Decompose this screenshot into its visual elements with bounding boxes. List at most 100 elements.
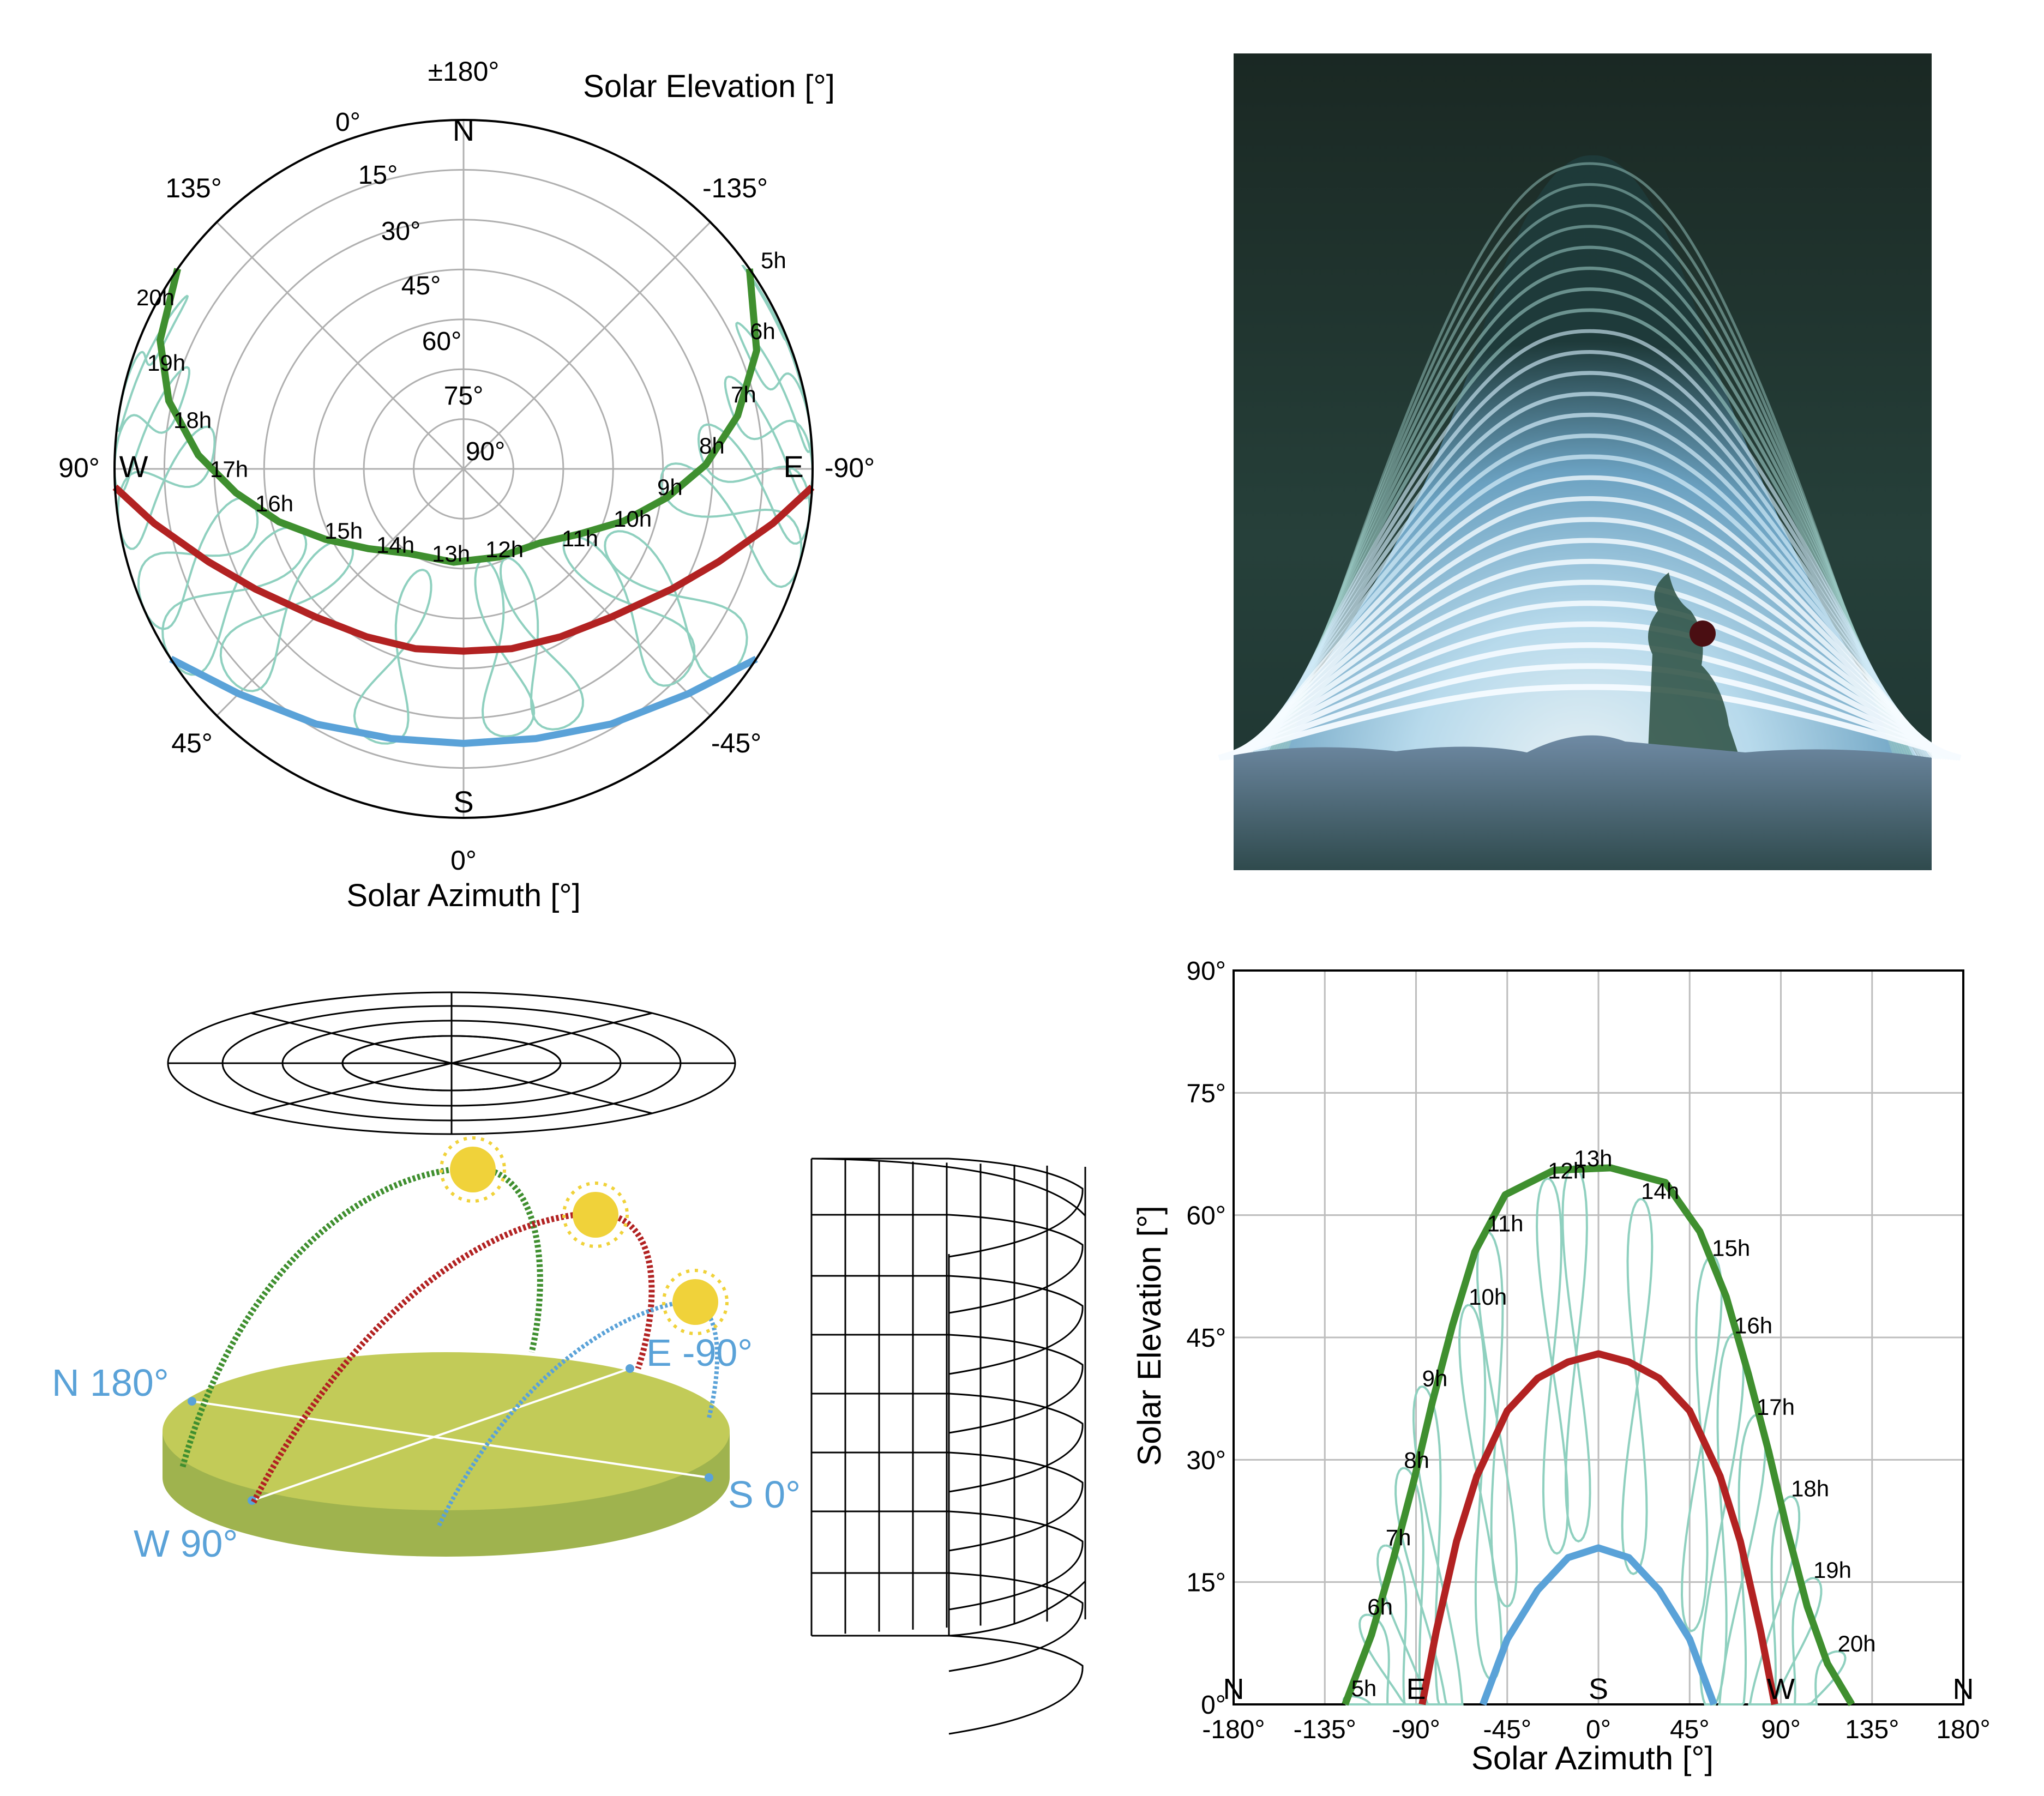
sun-icon	[662, 1269, 729, 1335]
photo-sun-trail	[1283, 162, 1897, 758]
polar-hour-labels: 5h 6h 7h 8h 9h 10h 11h 12h 13h 14h 15h 1…	[136, 248, 786, 566]
photo-sun-trail	[1246, 454, 1934, 760]
chart-tick-labels: -180° -135° -90° -45° 0° 45° 90° 135° 180° 0° 15° 3…	[1186, 957, 1990, 1744]
polar-ring-label-75: 75°	[444, 382, 484, 411]
3d-summer-path	[179, 1165, 543, 1468]
polar-hour-label-17h: 17h	[210, 456, 248, 482]
cylinder-grid-line	[948, 1334, 1084, 1434]
chart-x-tick-label: 90°	[1761, 1715, 1801, 1744]
polar-sun-path-diagram: ±180° Solar Elevation [°] Solar Azimuth …	[58, 56, 875, 913]
chart-y-tick-label: 45°	[1186, 1324, 1226, 1353]
polar-hour-label-13h: 13h	[432, 541, 470, 566]
polar-hour-label-9h: 9h	[657, 474, 683, 500]
chart-analemma-curves	[1342, 1165, 1847, 1705]
photo-sun-trail	[1264, 308, 1915, 759]
polar-hour-label-7h: 7h	[731, 382, 756, 407]
chart-hour-label: 18h	[1791, 1476, 1829, 1502]
polar-hour-label-20h: 20h	[136, 285, 175, 310]
polar-hour-label-14h: 14h	[376, 532, 414, 558]
chart-y-tick-label: 0°	[1201, 1691, 1226, 1720]
3d-equinox-path	[251, 1210, 655, 1504]
chart-x-tick-label: 45°	[1670, 1715, 1710, 1744]
photo-sun-trail	[1238, 517, 1941, 760]
polar-cardinal-w: W	[119, 449, 148, 484]
cylinder-grid-line	[948, 1510, 1084, 1611]
chart-analemma-curve	[1458, 1304, 1503, 1682]
polar-azimuth-label-45: 45°	[171, 728, 213, 758]
chart-compass-label: S	[1589, 1673, 1608, 1705]
chart-y-tick-label: 60°	[1186, 1202, 1226, 1231]
chart-hour-label: 5h	[1351, 1676, 1377, 1701]
polar-azimuth-label-neg90: -90°	[825, 453, 875, 483]
photo-sun-trail	[1280, 183, 1899, 758]
photo-sun-trail	[1272, 245, 1907, 759]
cylinder-projection-grid	[810, 1158, 1086, 1735]
chart-series-line	[1342, 1164, 1855, 1707]
photo-sun-trail	[1277, 204, 1902, 758]
chart-hour-label: 12h	[1548, 1158, 1586, 1183]
photo-sun-trails	[1218, 162, 1962, 761]
chart-y-tick-label: 90°	[1186, 957, 1226, 986]
polar-analemma-curve	[499, 557, 585, 731]
chart-y-tick-label: 15°	[1186, 1569, 1226, 1598]
cylinder-grid-line	[948, 1158, 1084, 1258]
solargraph-photo	[1218, 53, 1962, 870]
chart-analemma-curve	[1536, 1177, 1569, 1555]
polar-hour-label-18h: 18h	[173, 407, 212, 433]
photo-sun-trail	[1243, 475, 1937, 760]
chart-hour-label: 7h	[1386, 1524, 1411, 1550]
polar-hour-label-5h: 5h	[761, 248, 786, 273]
chart-x-tick-label: 180°	[1936, 1715, 1990, 1744]
polar-azimuth-label-135: 135°	[165, 173, 221, 203]
polar-ring-label-60: 60°	[422, 327, 462, 356]
polar-analemma-curve	[353, 569, 432, 745]
photo-sun-trail	[1230, 580, 1949, 760]
polar-hour-label-12h: 12h	[485, 537, 524, 562]
photo-sun-trail	[1251, 412, 1928, 760]
polar-azimuth-label-neg135: -135°	[702, 173, 768, 203]
polar-cardinal-e: E	[783, 449, 803, 484]
3d-winter-path	[437, 1298, 720, 1527]
cylinder-grid-line	[811, 1158, 1086, 1637]
polar-ring-label-45: 45°	[401, 272, 441, 300]
3d-label-west: W 90°	[134, 1522, 238, 1565]
polar-hour-label-11h: 11h	[562, 526, 598, 551]
photo-dark-spot	[1690, 620, 1716, 647]
chart-analemma-curve	[1476, 1230, 1518, 1608]
projection-disc-grid	[167, 991, 736, 1135]
chart-analemma-curve	[1621, 1197, 1654, 1575]
chart-xlabel: Solar Azimuth [°]	[1471, 1740, 1714, 1776]
photo-sun-trail	[1267, 287, 1913, 759]
polar-winter-solstice-path	[169, 655, 758, 748]
photo-sun-trail	[1228, 600, 1952, 761]
chart-hour-label: 17h	[1757, 1394, 1795, 1420]
cylinder-grid-line	[948, 1214, 1084, 1314]
polar-hour-label-10h: 10h	[614, 506, 652, 532]
cylinder-grid-line	[948, 1393, 1084, 1493]
polar-ring-label-30: 30°	[381, 217, 421, 246]
chart-ylabel: Solar Elevation [°]	[1131, 1206, 1168, 1466]
sun-icon	[562, 1182, 629, 1248]
chart-compass-label: N	[1953, 1673, 1974, 1705]
chart-hour-label: 6h	[1367, 1594, 1393, 1619]
polar-ring-label-0: 0°	[335, 108, 360, 137]
chart-analemma-curve	[1699, 1332, 1745, 1705]
chart-hour-label: 13h	[1574, 1146, 1612, 1171]
chart-hour-label: 19h	[1813, 1557, 1851, 1583]
ground-disc	[163, 1352, 730, 1557]
chart-series	[1342, 1164, 1855, 1707]
chart-grid	[1233, 969, 1964, 1705]
chart-series-line	[1480, 1544, 1717, 1706]
3d-sun-path-illustration: N 180° E -90° W 90° S 0°	[52, 991, 1086, 1735]
polar-hour-label-16h: 16h	[255, 491, 293, 516]
photo-sun-trail	[1261, 329, 1918, 759]
photo-sun-trail	[1270, 266, 1910, 759]
polar-ring-label-15: 15°	[358, 161, 398, 190]
photo-sun-trail	[1248, 433, 1931, 760]
chart-hour-label: 9h	[1422, 1366, 1448, 1391]
photo-sun-trail	[1275, 225, 1905, 759]
chart-x-tick-label: -90°	[1392, 1715, 1440, 1744]
3d-label-south: S 0°	[728, 1473, 801, 1516]
